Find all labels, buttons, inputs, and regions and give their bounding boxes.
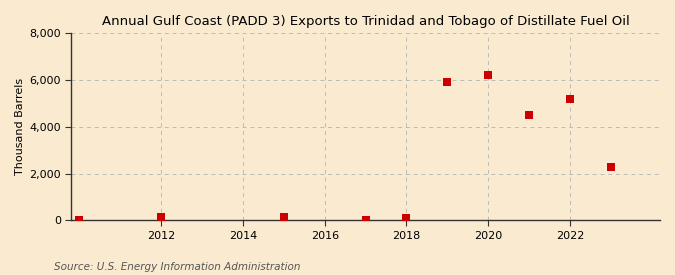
Point: [524, 113, 535, 117]
Point: [360, 218, 371, 222]
Point: [156, 214, 167, 219]
Title: Annual Gulf Coast (PADD 3) Exports to Trinidad and Tobago of Distillate Fuel Oil: Annual Gulf Coast (PADD 3) Exports to Tr…: [102, 15, 630, 28]
Y-axis label: Thousand Barrels: Thousand Barrels: [15, 78, 25, 175]
Text: Source: U.S. Energy Information Administration: Source: U.S. Energy Information Administ…: [54, 262, 300, 272]
Point: [483, 73, 493, 78]
Point: [442, 80, 453, 85]
Point: [565, 97, 576, 101]
Point: [401, 216, 412, 220]
Point: [605, 164, 616, 169]
Point: [74, 218, 85, 222]
Point: [278, 215, 289, 219]
